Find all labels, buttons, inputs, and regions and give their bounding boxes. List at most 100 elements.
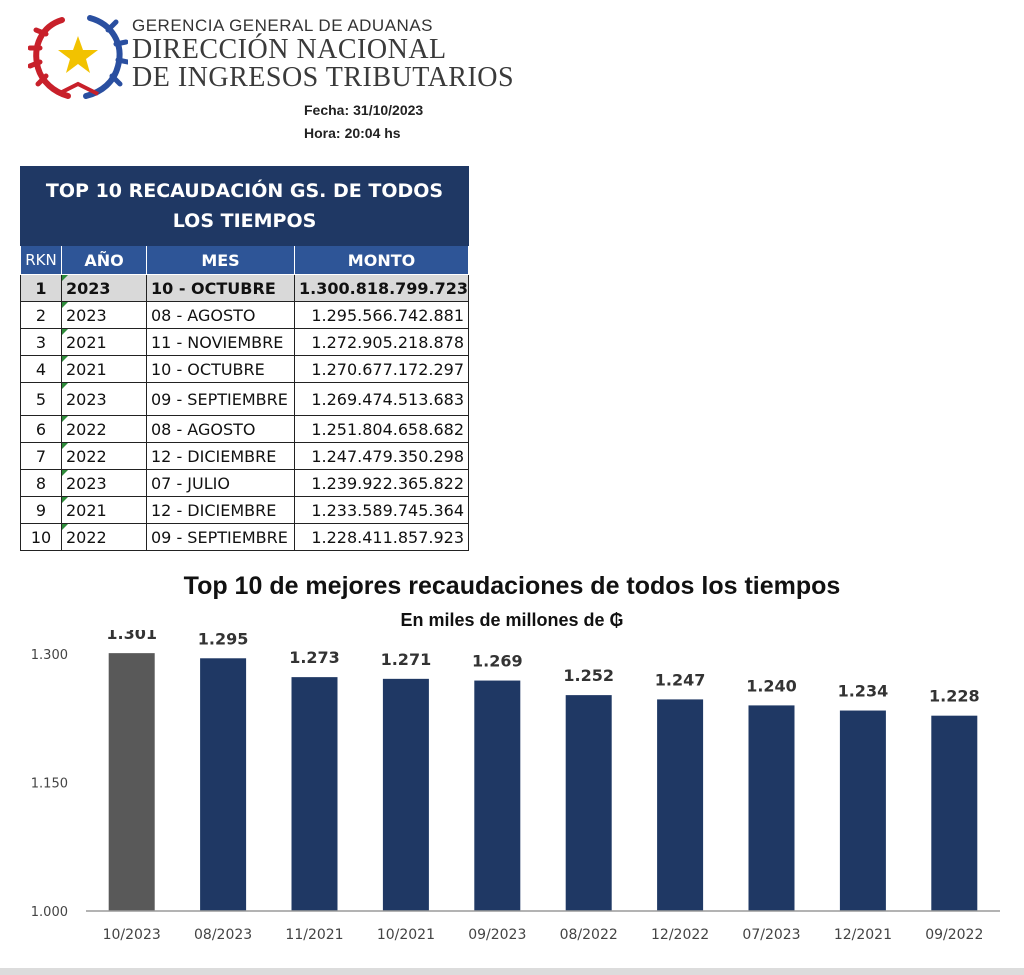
y-tick-label: 1.300 (31, 648, 68, 663)
x-tick-label: 12/2022 (651, 927, 709, 943)
year-cell: 2021 (61, 328, 147, 356)
x-tick-label: 08/2022 (560, 927, 618, 943)
amount-cell: 1.233.589.745.364 (293, 496, 470, 524)
month-cell: 07 - JULIO (146, 469, 295, 497)
data-label: 1.247 (655, 670, 706, 689)
year-cell: 2022 (61, 415, 147, 443)
month-cell: 08 - AGOSTO (146, 301, 295, 329)
bottom-scroll-strip (0, 968, 1024, 975)
month-cell: 12 - DICIEMBRE (146, 496, 295, 524)
amount-cell: 1.247.479.350.298 (293, 442, 470, 470)
month-cell: 09 - SEPTIEMBRE (146, 523, 295, 551)
amount-cell: 1.239.922.365.822 (293, 469, 470, 497)
year-cell: 2022 (61, 442, 147, 470)
date-stamp: Fecha: 31/10/2023 (304, 102, 424, 118)
x-tick-label: 10/2023 (103, 927, 161, 943)
table-row: 2 2023 08 - AGOSTO 1.295.566.742.881 (20, 301, 470, 329)
bar (657, 699, 704, 911)
table-row: 3 2021 11 - NOVIEMBRE 1.272.905.218.878 (20, 328, 470, 356)
table-row: 4 2021 10 - OCTUBRE 1.270.677.172.297 (20, 355, 470, 383)
bar (474, 680, 521, 911)
bar (748, 705, 795, 911)
bar (931, 715, 978, 911)
month-cell: 10 - OCTUBRE (146, 274, 295, 302)
date-value: 31/10/2023 (353, 102, 424, 118)
table-row: 8 2023 07 - JULIO 1.239.922.365.822 (20, 469, 470, 497)
month-cell: 10 - OCTUBRE (146, 355, 295, 383)
amount-cell: 1.272.905.218.878 (293, 328, 470, 356)
x-tick-label: 09/2022 (925, 927, 983, 943)
org-parent-name: GERENCIA GENERAL DE ADUANAS (132, 16, 434, 35)
bar (565, 695, 612, 911)
data-label: 1.234 (838, 682, 889, 701)
top10-table-container: TOP 10 RECAUDACIÓN GS. DE TODOS LOS TIEM… (19, 166, 470, 551)
data-label: 1.228 (929, 687, 980, 706)
time-stamp: Hora: 20:04 hs (304, 125, 401, 141)
org-name-line1: DIRECCIÓN NACIONAL (132, 34, 447, 65)
rank-cell: 6 (20, 415, 62, 443)
col-header-rank: RKN (20, 245, 62, 275)
data-label: 1.252 (563, 666, 614, 685)
x-tick-label: 07/2023 (742, 927, 800, 943)
month-cell: 08 - AGOSTO (146, 415, 295, 443)
org-name-line2: DE INGRESOS TRIBUTARIOS (132, 62, 515, 93)
year-cell: 2021 (61, 355, 147, 383)
x-tick-label: 11/2021 (285, 927, 343, 943)
amount-cell: 1.269.474.513.683 (293, 382, 470, 416)
rank-cell: 3 (20, 328, 62, 356)
dnit-logo (28, 15, 128, 99)
data-label: 1.271 (381, 650, 432, 669)
month-cell: 12 - DICIEMBRE (146, 442, 295, 470)
y-tick-label: 1.000 (31, 905, 68, 920)
data-label: 1.240 (746, 676, 797, 695)
month-cell: 11 - NOVIEMBRE (146, 328, 295, 356)
time-value: 20:04 hs (344, 125, 401, 141)
bar-chart: 1.000 1.150 1.300 1.301 10/2023 1.295 08/2023 1… (31, 630, 1000, 943)
rank-cell: 5 (20, 382, 62, 416)
year-cell: 2023 (61, 382, 147, 416)
table-row: 1 2023 10 - OCTUBRE 1.300.818.799.723 (20, 274, 470, 302)
data-label: 1.273 (289, 648, 340, 667)
rank-cell: 2 (20, 301, 62, 329)
amount-cell: 1.295.566.742.881 (293, 301, 470, 329)
col-header-amount: MONTO (293, 245, 470, 275)
data-label: 1.295 (198, 630, 249, 648)
amount-cell: 1.228.411.857.923 (293, 523, 470, 551)
bar (839, 710, 886, 911)
x-tick-label: 08/2023 (194, 927, 252, 943)
year-cell: 2023 (61, 274, 147, 302)
year-cell: 2022 (61, 523, 147, 551)
table-title: TOP 10 RECAUDACIÓN GS. DE TODOS LOS TIEM… (19, 166, 470, 246)
rank-cell: 8 (20, 469, 62, 497)
bar (200, 658, 247, 911)
amount-cell: 1.251.804.658.682 (293, 415, 470, 443)
amount-cell: 1.270.677.172.297 (293, 355, 470, 383)
data-label: 1.269 (472, 652, 523, 671)
top10-table: TOP 10 RECAUDACIÓN GS. DE TODOS LOS TIEM… (19, 166, 470, 551)
bar (108, 653, 155, 911)
chart-title: Top 10 de mejores recaudaciones de todos… (183, 572, 841, 600)
year-cell: 2023 (61, 301, 147, 329)
data-label: 1.301 (106, 630, 157, 643)
year-cell: 2023 (61, 469, 147, 497)
table-row: 9 2021 12 - DICIEMBRE 1.233.589.745.364 (20, 496, 470, 524)
table-row: 6 2022 08 - AGOSTO 1.251.804.658.682 (20, 415, 470, 443)
table-row: 5 2023 09 - SEPTIEMBRE 1.269.474.513.683 (20, 382, 470, 416)
x-tick-label: 10/2021 (377, 927, 435, 943)
chart-subtitle: En miles de millones de ₲ (400, 610, 624, 630)
col-header-year: AÑO (61, 245, 147, 275)
x-tick-label: 09/2023 (468, 927, 526, 943)
x-tick-label: 12/2021 (834, 927, 892, 943)
col-header-month: MES (146, 245, 295, 275)
month-cell: 09 - SEPTIEMBRE (146, 382, 295, 416)
y-tick-label: 1.150 (31, 777, 68, 792)
bar (291, 677, 338, 911)
rank-cell: 7 (20, 442, 62, 470)
table-row: 10 2022 09 - SEPTIEMBRE 1.228.411.857.923 (20, 523, 470, 551)
rank-cell: 9 (20, 496, 62, 524)
rank-cell: 10 (20, 523, 62, 551)
rank-cell: 1 (20, 274, 62, 302)
year-cell: 2021 (61, 496, 147, 524)
amount-cell: 1.300.818.799.723 (293, 274, 470, 302)
bar (382, 678, 429, 911)
